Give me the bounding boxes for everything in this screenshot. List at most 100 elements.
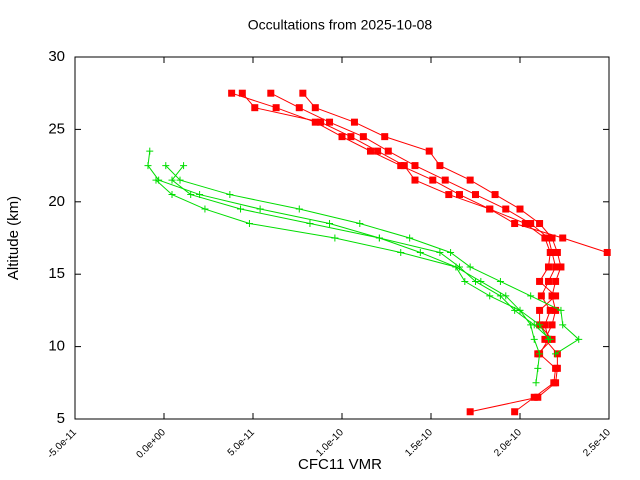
data-point [374,147,382,155]
data-point [537,292,545,300]
data-point [536,350,544,358]
data-point [272,104,280,112]
data-point [544,277,552,285]
data-point [375,234,383,242]
y-tick-label: 15 [48,265,65,282]
data-point [176,176,184,184]
data-point [411,176,419,184]
data-point [496,292,504,300]
data-point [516,205,524,213]
data-point [557,263,565,271]
data-point [552,350,560,358]
data-point [152,176,160,184]
data-point [527,292,535,300]
y-tick-label: 30 [48,48,65,65]
data-point [436,248,444,256]
data-point [416,248,424,256]
data-point [326,118,334,126]
data-point [603,248,611,256]
data-point [397,248,405,256]
data-point [491,191,499,199]
data-point [575,335,583,343]
data-point [511,220,519,228]
y-axis-label: Altitude (km) [5,196,22,280]
data-point [552,379,560,387]
data-point [397,162,405,170]
data-point [168,176,176,184]
data-point [544,263,552,271]
data-point [516,306,524,314]
data-point [201,205,209,213]
data-point [245,220,253,228]
data-point [338,133,346,141]
data-point [496,277,504,285]
data-point [331,234,339,242]
data-point [466,263,474,271]
data-point [527,220,535,228]
data-point [311,118,319,126]
data-point [350,118,358,126]
data-point [256,205,264,213]
data-point [381,133,389,141]
data-point [552,263,560,271]
data-point [228,89,236,97]
data-point [548,321,556,329]
data-point [267,89,275,97]
y-tick-label: 20 [48,193,65,210]
data-point [546,306,554,314]
y-tick-label: 5 [57,410,65,427]
data-point [486,292,494,300]
data-point [425,147,433,155]
data-point [502,205,510,213]
data-point [406,234,414,242]
data-point [162,162,170,170]
data-point [238,89,246,97]
data-point [180,162,188,170]
data-point [536,277,544,285]
data-point [486,205,494,213]
data-point [295,205,303,213]
data-point [552,277,560,285]
x-axis-label: CFC11 VMR [298,456,382,473]
data-point [548,234,556,242]
data-point [359,133,367,141]
data-point [536,306,544,314]
data-point [299,89,307,97]
data-point [441,176,449,184]
data-point [411,162,419,170]
data-point [552,292,560,300]
data-point [511,408,519,416]
data-point [452,263,460,271]
data-point [532,379,540,387]
series-line [155,179,549,340]
data-point [536,321,544,329]
data-point [544,335,552,343]
data-point [544,234,552,242]
data-point [347,133,355,141]
data-point [553,364,561,372]
data-point [541,234,549,242]
data-point [552,306,560,314]
data-point [311,104,319,112]
data-point [472,277,479,285]
data-point [455,191,463,199]
data-point [146,147,154,155]
data-point [541,335,549,343]
data-point [534,393,542,401]
data-point [466,408,474,416]
data-point [187,191,195,199]
data-point [436,162,444,170]
data-point [317,118,325,126]
data-point [400,162,408,170]
data-point [466,176,474,184]
data-point [356,220,364,228]
data-point [559,234,567,242]
data-point [546,248,554,256]
data-point [521,220,529,228]
data-point [461,277,469,285]
data-point [530,335,538,343]
data-point [144,162,152,170]
data-point [530,393,538,401]
chart-title: Occultations from 2025-10-08 [248,17,433,33]
data-point [472,191,479,199]
